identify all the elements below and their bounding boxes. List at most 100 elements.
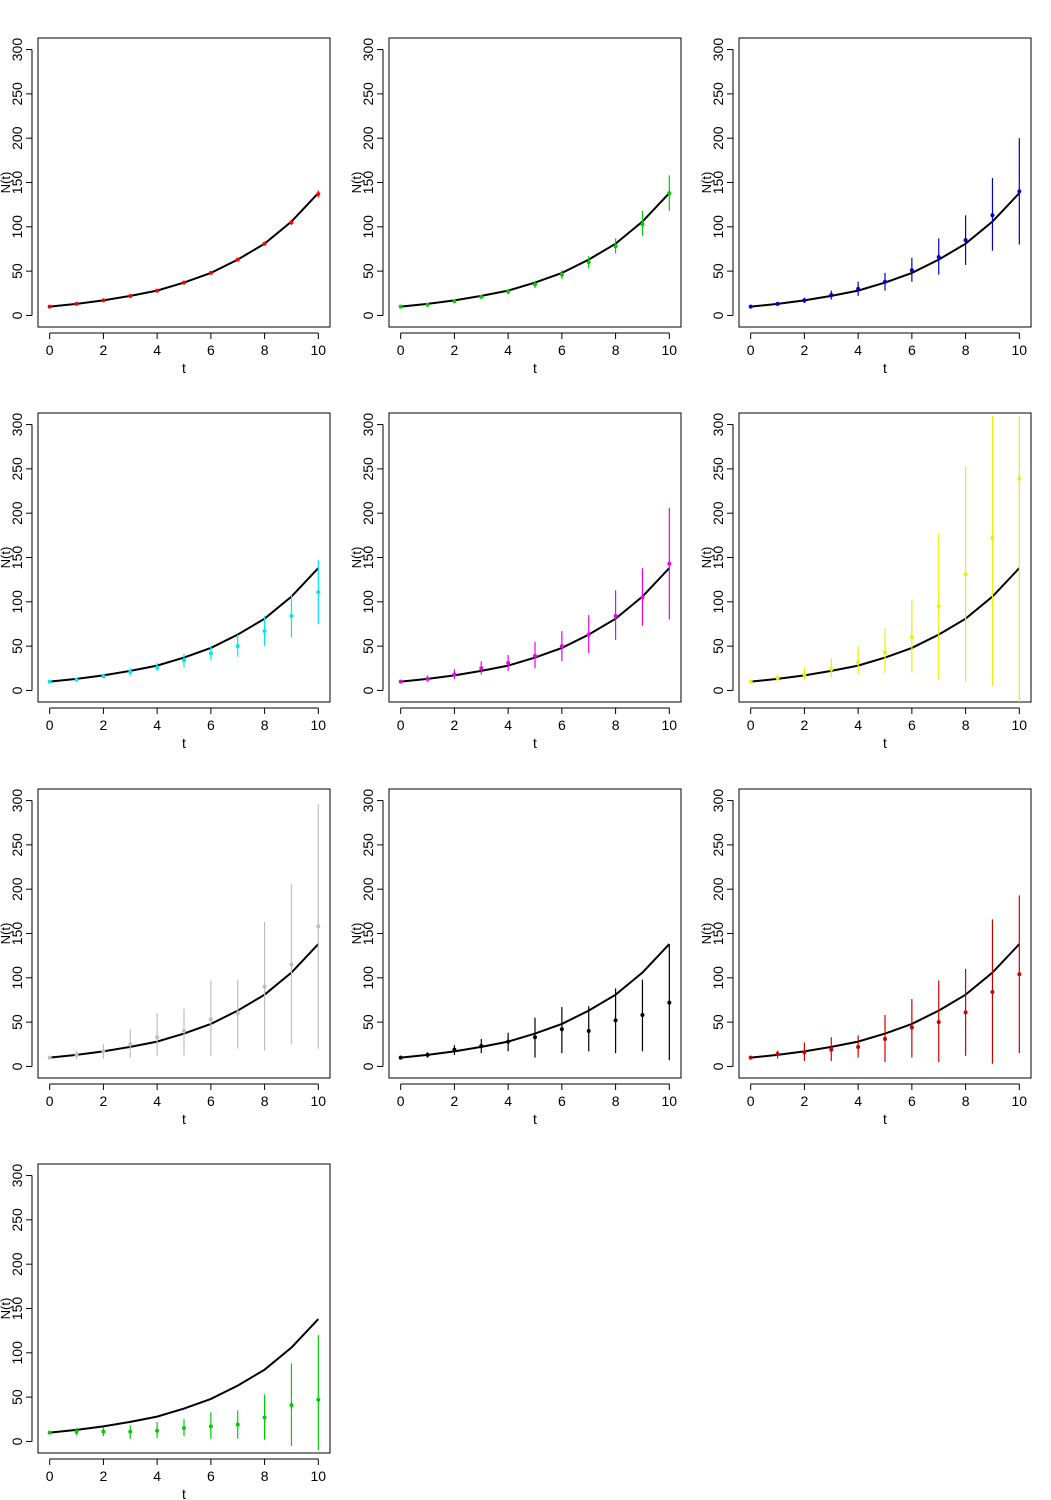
data-point xyxy=(289,962,294,967)
y-axis-label: N(t) xyxy=(0,172,13,194)
data-point xyxy=(1017,972,1022,977)
y-tick-label: 300 xyxy=(710,789,726,813)
plot-area xyxy=(748,138,1022,309)
data-point xyxy=(182,1028,186,1033)
y-tick-label: 150 xyxy=(360,546,376,570)
data-point xyxy=(316,924,321,929)
y-tick-label: 50 xyxy=(360,1014,376,1030)
data-point xyxy=(47,679,52,684)
data-point xyxy=(640,1013,645,1018)
x-tick-label: 8 xyxy=(261,1093,269,1109)
data-point xyxy=(262,629,267,634)
y-tick-label: 150 xyxy=(360,922,376,946)
x-tick-label: 8 xyxy=(612,717,620,733)
x-tick-label: 10 xyxy=(311,1093,327,1109)
data-point xyxy=(667,1000,672,1005)
y-tick-label: 150 xyxy=(9,546,25,570)
data-point xyxy=(667,561,672,566)
data-point xyxy=(506,660,511,665)
data-point xyxy=(829,1047,834,1052)
data-point xyxy=(748,679,753,684)
x-tick-label: 6 xyxy=(207,1093,215,1109)
data-point xyxy=(101,1049,106,1054)
y-tick-label: 200 xyxy=(710,501,726,525)
y-tick-label: 50 xyxy=(9,638,25,654)
y-tick-label: 300 xyxy=(710,413,726,437)
y-tick-label: 50 xyxy=(9,1389,25,1405)
data-point xyxy=(856,1044,861,1049)
x-tick-label: 4 xyxy=(504,717,512,733)
x-axis-label: t xyxy=(533,1111,537,1127)
data-point xyxy=(559,644,564,649)
plot-area xyxy=(47,190,321,309)
x-tick-label: 2 xyxy=(801,342,809,358)
plot-area xyxy=(47,560,321,684)
data-point xyxy=(802,1050,807,1055)
chart-panel-9: 0 2 4 6 8 10 t 0 50 100 150 200 250 300 N(t) xyxy=(699,788,1032,1127)
x-tick-label: 10 xyxy=(662,717,678,733)
chart-panel-4: 0 2 4 6 8 10 t 0 50 100 150 200 250 300 N(t) xyxy=(0,412,331,751)
y-tick-label: 100 xyxy=(360,215,376,239)
data-point xyxy=(262,984,267,989)
data-point xyxy=(425,1052,430,1057)
y-tick-label: 0 xyxy=(9,1437,25,1445)
data-point xyxy=(963,238,968,243)
data-point xyxy=(856,286,861,291)
y-tick-label: 0 xyxy=(9,1062,25,1070)
x-axis-label: t xyxy=(182,1111,186,1127)
data-point xyxy=(990,989,995,994)
y-tick-label: 0 xyxy=(360,311,376,319)
data-point xyxy=(533,653,537,658)
x-tick-label: 4 xyxy=(153,1468,161,1484)
data-point xyxy=(452,1047,457,1052)
plot-area xyxy=(748,895,1022,1064)
y-tick-label: 250 xyxy=(360,833,376,857)
y-tick-label: 0 xyxy=(710,1062,726,1070)
x-tick-label: 0 xyxy=(46,342,54,358)
y-axis-label: N(t) xyxy=(0,923,13,945)
x-tick-label: 8 xyxy=(962,717,970,733)
y-tick-label: 200 xyxy=(9,877,25,901)
y-tick-label: 250 xyxy=(9,82,25,106)
data-point xyxy=(208,1424,213,1429)
y-tick-label: 100 xyxy=(710,215,726,239)
y-tick-label: 0 xyxy=(360,686,376,694)
x-tick-label: 6 xyxy=(207,1468,215,1484)
y-tick-label: 50 xyxy=(710,638,726,654)
y-tick-label: 300 xyxy=(9,413,25,437)
plot-frame xyxy=(738,788,1032,1079)
x-axis-label: t xyxy=(182,360,186,376)
data-point xyxy=(990,213,995,218)
x-tick-label: 10 xyxy=(1012,342,1028,358)
x-tick-label: 0 xyxy=(747,1093,755,1109)
plot-frame xyxy=(37,37,331,328)
y-tick-label: 200 xyxy=(360,877,376,901)
y-tick-label: 0 xyxy=(9,311,25,319)
reference-curve xyxy=(49,1318,320,1434)
reference-curve xyxy=(400,192,671,308)
x-tick-label: 8 xyxy=(962,1093,970,1109)
chart-panel-2: 0 2 4 6 8 10 t 0 50 100 150 200 250 300 N(t) xyxy=(349,37,682,376)
plot-frame xyxy=(37,788,331,1079)
data-point xyxy=(155,665,160,670)
y-tick-label: 250 xyxy=(710,457,726,481)
x-tick-label: 0 xyxy=(46,717,54,733)
data-point xyxy=(802,298,807,303)
data-point xyxy=(74,1052,79,1057)
x-axis-label: t xyxy=(182,735,186,751)
y-axis-label: N(t) xyxy=(699,172,714,194)
data-point xyxy=(182,1426,186,1431)
y-tick-label: 150 xyxy=(9,1297,25,1321)
x-tick-label: 4 xyxy=(153,1093,161,1109)
chart-panel-5: 0 2 4 6 8 10 t 0 50 100 150 200 250 300 N(t) xyxy=(349,412,682,751)
data-point xyxy=(262,1415,267,1420)
plot-frame xyxy=(37,1163,331,1454)
x-axis-label: t xyxy=(533,735,537,751)
data-point xyxy=(1017,189,1022,194)
x-axis-label: t xyxy=(883,1111,887,1127)
plot-frame xyxy=(388,37,682,328)
data-point xyxy=(909,268,914,273)
data-point xyxy=(883,279,887,284)
data-point xyxy=(316,1397,321,1402)
